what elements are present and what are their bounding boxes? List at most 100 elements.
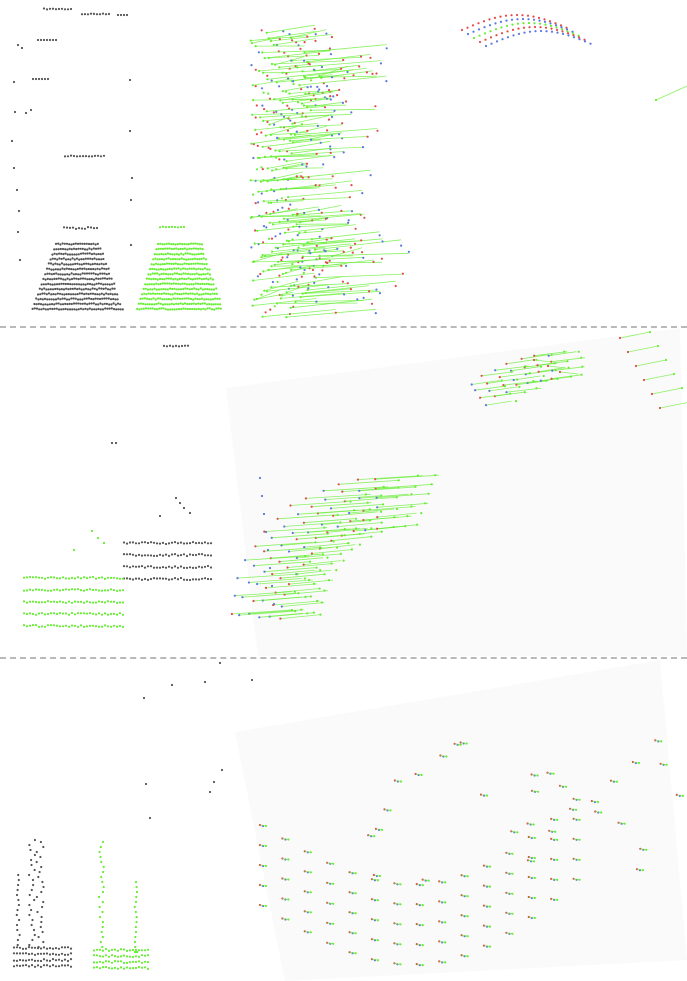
point <box>135 920 138 924</box>
point <box>170 268 174 271</box>
point <box>92 278 96 281</box>
point <box>99 302 102 305</box>
point <box>112 308 116 311</box>
point <box>342 250 345 253</box>
point <box>149 554 153 557</box>
point <box>263 57 266 60</box>
point <box>343 534 346 537</box>
point <box>31 589 35 592</box>
point <box>151 288 154 291</box>
point <box>102 283 105 286</box>
point <box>76 288 79 291</box>
point <box>54 262 57 265</box>
match-line <box>439 901 446 903</box>
point <box>61 588 65 592</box>
point <box>143 949 147 952</box>
point <box>303 41 306 44</box>
point <box>314 39 317 43</box>
match-line <box>268 55 320 59</box>
point <box>161 577 165 580</box>
point <box>91 287 94 290</box>
point <box>82 258 85 261</box>
point <box>16 888 19 892</box>
point <box>158 577 162 580</box>
point <box>255 133 258 136</box>
point <box>253 298 256 301</box>
point <box>177 248 180 251</box>
point <box>103 297 106 300</box>
point <box>281 206 284 209</box>
point <box>64 302 67 305</box>
point <box>208 268 211 271</box>
point <box>79 273 82 276</box>
point <box>92 966 96 969</box>
point <box>186 268 189 271</box>
point <box>205 277 208 280</box>
point <box>158 514 162 518</box>
point <box>56 258 59 261</box>
match-line <box>377 502 429 508</box>
point <box>42 952 46 955</box>
point <box>305 162 309 165</box>
point <box>301 163 304 166</box>
point <box>191 553 195 557</box>
match-line <box>271 60 344 65</box>
point <box>95 948 99 951</box>
point <box>203 577 207 580</box>
point <box>194 247 198 250</box>
point <box>578 798 581 801</box>
point <box>131 541 135 544</box>
point <box>69 287 72 290</box>
point <box>341 280 344 283</box>
point <box>96 242 99 245</box>
match-line <box>506 912 513 915</box>
point <box>170 243 173 246</box>
match-line <box>315 64 360 71</box>
point <box>274 149 277 152</box>
match-line <box>277 514 336 520</box>
point <box>252 260 255 263</box>
point <box>25 625 29 628</box>
point <box>64 258 68 261</box>
point <box>270 250 274 253</box>
point <box>164 272 168 276</box>
point <box>173 577 177 580</box>
point <box>52 612 56 615</box>
point <box>50 303 54 306</box>
match-line <box>506 852 513 855</box>
point <box>482 864 486 867</box>
point <box>116 13 120 17</box>
point <box>336 94 339 97</box>
match-line <box>394 962 401 965</box>
match-line <box>250 208 298 219</box>
point <box>107 267 110 270</box>
match-line <box>271 283 348 288</box>
point <box>55 624 59 627</box>
match-line <box>294 128 378 136</box>
panel-bottom <box>0 660 687 981</box>
point <box>175 308 178 311</box>
point <box>303 51 306 54</box>
match-line <box>280 573 326 579</box>
point <box>72 154 76 158</box>
point <box>78 155 82 158</box>
point <box>47 262 50 265</box>
point <box>509 392 512 395</box>
match-line <box>375 828 383 831</box>
point <box>73 277 76 280</box>
point <box>85 268 88 271</box>
match-line <box>254 242 327 244</box>
point <box>319 613 322 616</box>
point <box>64 252 67 255</box>
match-line <box>533 359 553 363</box>
point <box>325 85 329 88</box>
point <box>187 263 191 266</box>
match-line <box>271 151 344 157</box>
point <box>146 554 150 557</box>
point <box>178 242 182 245</box>
point <box>70 272 73 275</box>
point <box>155 308 159 311</box>
point <box>99 155 103 158</box>
match-line <box>266 284 329 292</box>
match-line <box>307 101 343 108</box>
